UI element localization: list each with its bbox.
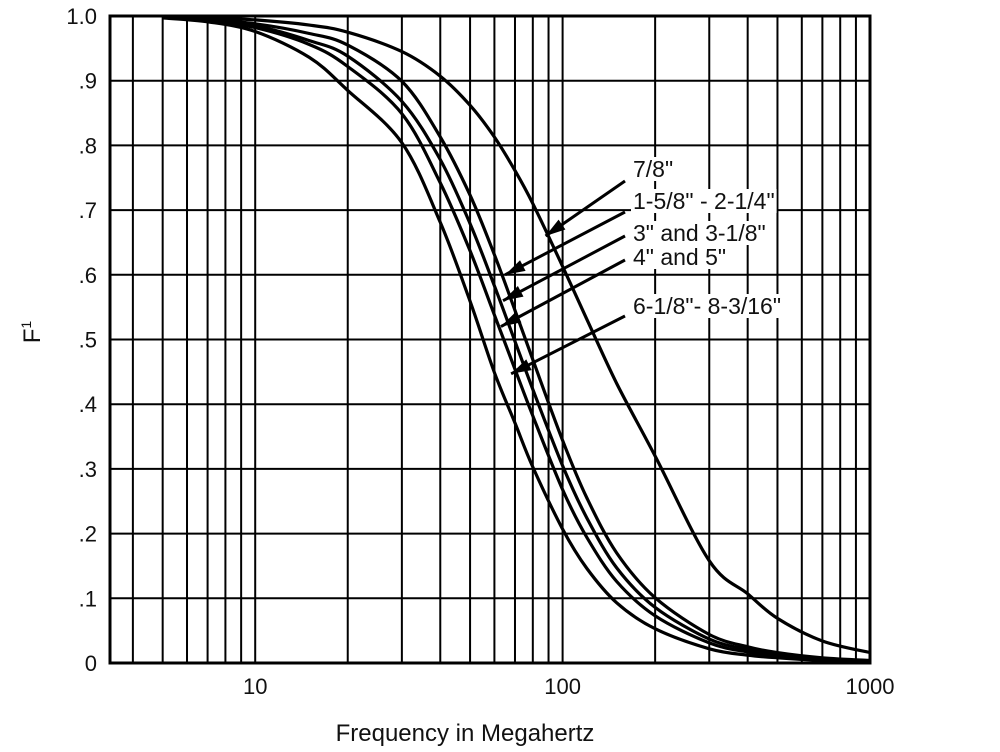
legend-label-background: [631, 189, 777, 213]
curve-series-3: [162, 15, 871, 664]
y-tick-labels: 0 .1 .2 .3 .4 .5 .6 .7 .8 .9 1.0: [66, 4, 97, 676]
legend-label-background: [631, 294, 784, 318]
legend-label: 6-1/8"- 8-3/16": [633, 293, 781, 319]
y-tick-label: .5: [79, 328, 97, 353]
y-tick-label: .2: [79, 522, 97, 547]
annotation-arrowhead: [545, 219, 566, 236]
annotation-arrowhead: [505, 260, 526, 275]
annotation-arrowhead: [503, 286, 524, 301]
y-tick-label: .3: [79, 457, 97, 482]
legend-label-background: [631, 245, 729, 269]
annotation-arrow: [504, 210, 626, 277]
x-tick-label: 1000: [846, 674, 895, 699]
grid-lines: [110, 16, 870, 663]
x-tick-label: 100: [544, 674, 581, 699]
y-tick-label: .4: [79, 392, 97, 417]
y-tick-label: .1: [79, 586, 97, 611]
legend-label: 1-5/8" - 2-1/4": [633, 188, 775, 214]
annotation-arrowhead: [511, 359, 532, 374]
annotation-arrow: [500, 258, 626, 328]
annotation-arrow: [502, 234, 626, 303]
curve-series-4: [162, 16, 871, 664]
annotation-arrow: [510, 314, 626, 376]
y-axis-label-superscript: 1: [18, 321, 34, 329]
x-tick-label: 10: [243, 674, 267, 699]
y-axis-label-main: F: [19, 329, 46, 344]
legend-label: 7/8": [633, 156, 673, 182]
curves: [162, 15, 871, 664]
y-tick-label: 1.0: [66, 4, 97, 29]
y-tick-label: .7: [79, 198, 97, 223]
curve-series-1: [162, 15, 871, 662]
y-tick-label: .6: [79, 263, 97, 288]
legend-label: 3" and 3-1/8": [633, 220, 766, 246]
y-tick-label: .9: [79, 69, 97, 94]
x-tick-labels: 10 100 1000: [243, 674, 895, 699]
y-tick-label: 0: [85, 651, 97, 676]
plot-frame: [108, 14, 872, 665]
annotation-arrowhead: [500, 311, 522, 327]
legend-label-background: [631, 157, 676, 181]
y-axis-label: F1: [18, 321, 46, 344]
annotations: 7/8" 1-5/8" - 2-1/4" 3" and 3-1/8"4" and 5…: [500, 156, 784, 376]
curve-series-0: [162, 15, 871, 655]
curve-series-2: [162, 15, 871, 663]
legend-label: 4" and 5": [633, 244, 726, 270]
legend-label-background: [631, 221, 768, 245]
y-tick-label: .8: [79, 133, 97, 158]
x-axis-label: Frequency in Megahertz: [336, 720, 595, 747]
